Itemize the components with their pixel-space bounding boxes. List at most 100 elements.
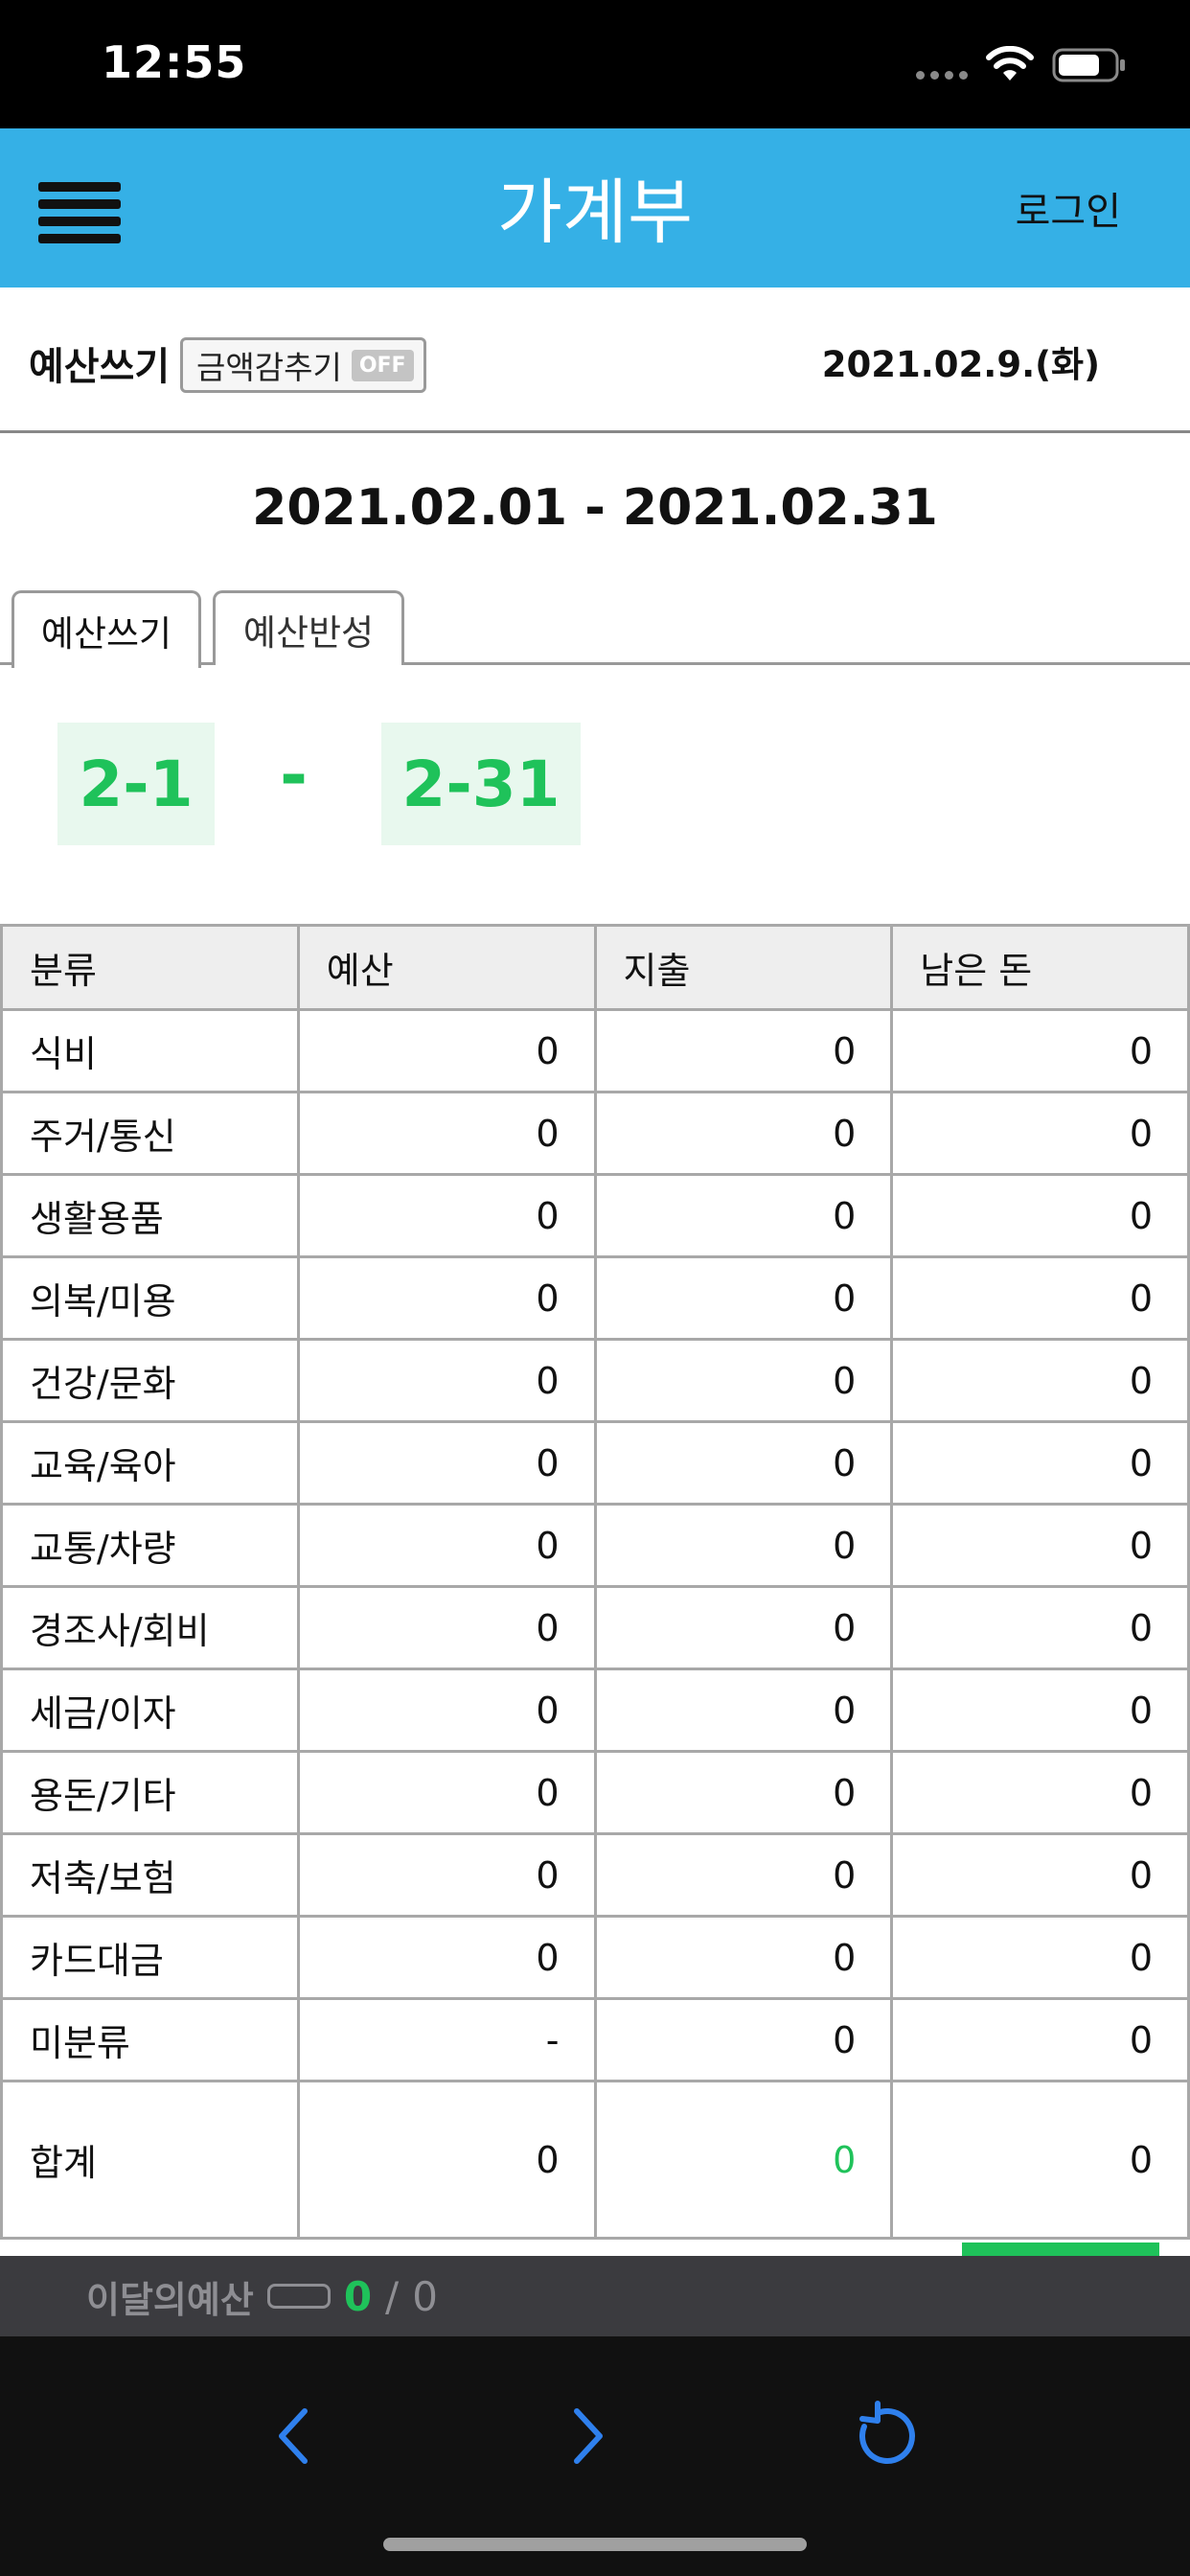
budget-cell[interactable]: 0 <box>296 1091 597 1176</box>
budget-cell[interactable]: 0 <box>296 1750 597 1835</box>
category-cell: 교통/차량 <box>0 1503 300 1588</box>
toggle-state-badge: OFF <box>351 349 414 381</box>
table-row: 카드대금 0 0 0 <box>0 1915 1190 2000</box>
remaining-cell: 0 <box>890 1585 1190 1670</box>
budget-cell[interactable]: 0 <box>296 1915 597 2000</box>
category-cell: 의복/미용 <box>0 1255 300 1341</box>
remaining-cell: 0 <box>890 1173 1190 1258</box>
table-row: 건강/문화 0 0 0 <box>0 1338 1190 1423</box>
spent-cell: 0 <box>593 1832 894 1918</box>
table-row: 용돈/기타 0 0 0 <box>0 1750 1190 1835</box>
date-range-separator: - <box>280 736 309 815</box>
remaining-cell: 0 <box>890 1255 1190 1341</box>
tab-bar: 예산쓰기 예산반성 <box>0 590 1190 668</box>
total-row: 합계 0 0 0 <box>0 2080 1190 2240</box>
battery-icon <box>1052 48 1125 82</box>
category-cell: 교육/육아 <box>0 1420 300 1506</box>
budget-cell[interactable]: 0 <box>296 1668 597 1753</box>
spent-cell: 0 <box>593 1173 894 1258</box>
save-button-edge[interactable] <box>962 2242 1159 2256</box>
monthly-budget-label: 이달의예산 <box>86 2278 254 2321</box>
spent-cell: 0 <box>593 1750 894 1835</box>
table-row: 미분류 -0 0 <box>0 1997 1190 2082</box>
login-button[interactable]: 로그인 <box>1015 190 1121 234</box>
spent-cell: 0 <box>593 1503 894 1588</box>
hide-amount-toggle[interactable]: 금액감추기 OFF <box>180 337 426 393</box>
remaining-cell: 0 <box>890 1503 1190 1588</box>
table-row: 주거/통신 0 0 0 <box>0 1091 1190 1176</box>
table-row: 교통/차량 0 0 0 <box>0 1503 1190 1588</box>
category-cell: 용돈/기타 <box>0 1750 300 1835</box>
budget-cell[interactable]: 0 <box>296 1503 597 1588</box>
budget-cell[interactable]: 0 <box>296 1420 597 1506</box>
period-title: 2021.02.01 - 2021.02.31 <box>252 479 938 537</box>
budget-cell[interactable]: 0 <box>296 1585 597 1670</box>
monthly-total-value: 0 <box>412 2272 438 2320</box>
column-header-budget: 예산 <box>296 924 597 1011</box>
browser-toolbar <box>0 2336 1190 2576</box>
tab-write-budget[interactable]: 예산쓰기 <box>11 590 201 668</box>
hamburger-menu-icon[interactable] <box>38 182 121 245</box>
app-header: 가계부 로그인 <box>0 128 1190 288</box>
category-cell: 저축/보험 <box>0 1832 300 1918</box>
spent-cell: 0 <box>593 1420 894 1506</box>
end-date-picker[interactable]: 2-31 <box>381 723 581 845</box>
column-header-category: 분류 <box>0 924 300 1011</box>
wifi-icon <box>986 46 1034 80</box>
category-cell: 카드대금 <box>0 1915 300 2000</box>
spent-cell: 0 <box>593 1668 894 1753</box>
budget-cell[interactable]: 0 <box>296 1173 597 1258</box>
app-title: 가계부 <box>496 172 694 254</box>
budget-cell[interactable]: 0 <box>296 1008 597 1093</box>
budget-cell[interactable]: 0 <box>296 1255 597 1341</box>
reload-icon[interactable] <box>843 2398 920 2474</box>
current-date: 2021.02.9.(화) <box>821 344 1100 385</box>
remaining-cell: 0 <box>890 1420 1190 1506</box>
table-row: 식비 0 0 0 <box>0 1008 1190 1093</box>
cellular-signal-icon <box>916 71 968 80</box>
category-cell: 주거/통신 <box>0 1091 300 1176</box>
table-row: 생활용품 0 0 0 <box>0 1173 1190 1258</box>
table-row: 의복/미용 0 0 0 <box>0 1255 1190 1341</box>
remaining-cell: 0 <box>890 1668 1190 1753</box>
forward-arrow-icon[interactable] <box>546 2398 623 2474</box>
table-row: 세금/이자 0 0 0 <box>0 1668 1190 1753</box>
hide-amount-label: 금액감추기 <box>196 349 342 386</box>
table-row: 교육/육아 0 0 0 <box>0 1420 1190 1506</box>
category-cell: 건강/문화 <box>0 1338 300 1423</box>
spent-cell: 0 <box>593 1585 894 1670</box>
category-cell: 경조사/회비 <box>0 1585 300 1670</box>
start-date-picker[interactable]: 2-1 <box>57 723 215 845</box>
category-cell: 식비 <box>0 1008 300 1093</box>
table-row: 저축/보험 0 0 0 <box>0 1832 1190 1918</box>
back-arrow-icon[interactable] <box>259 2398 335 2474</box>
write-budget-label: 예산쓰기 <box>29 345 171 389</box>
spent-cell: 0 <box>593 1338 894 1423</box>
category-cell: 미분류 <box>0 1997 300 2082</box>
monthly-separator: / <box>385 2272 400 2320</box>
budget-table: 분류 예산 지출 남은 돈 식비 0 0 0 주거/통신 0 0 0 생활용품 0 0 0 의복/… <box>0 924 1190 2240</box>
toolbar: 예산쓰기 금액감추기 OFF 2021.02.9.(화) <box>0 288 1190 433</box>
budget-cell[interactable]: 0 <box>296 1832 597 1918</box>
remaining-cell: 0 <box>890 1915 1190 2000</box>
remaining-cell: 0 <box>890 1750 1190 1835</box>
budget-cell[interactable]: 0 <box>296 1338 597 1423</box>
home-indicator <box>383 2538 807 2551</box>
remaining-cell: 0 <box>890 1008 1190 1093</box>
budget-progress-bar <box>266 2284 331 2309</box>
remaining-cell: 0 <box>890 1832 1190 1918</box>
remaining-cell: 0 <box>890 1997 1190 2082</box>
spent-cell: 0 <box>593 1008 894 1093</box>
column-header-spent: 지출 <box>593 924 894 1011</box>
table-row: 경조사/회비 0 0 0 <box>0 1585 1190 1670</box>
remaining-cell: 0 <box>890 1338 1190 1423</box>
tab-budget-review[interactable]: 예산반성 <box>213 590 404 665</box>
total-label: 합계 <box>0 2080 300 2240</box>
monthly-budget-bar: 이달의예산 0 / 0 <box>0 2256 1190 2336</box>
spent-cell: 0 <box>593 1091 894 1176</box>
column-header-remaining: 남은 돈 <box>890 924 1190 1011</box>
spent-cell: 0 <box>593 1255 894 1341</box>
total-remaining-cell: 0 <box>890 2080 1190 2240</box>
category-cell: 생활용품 <box>0 1173 300 1258</box>
total-budget-cell: 0 <box>296 2080 597 2240</box>
